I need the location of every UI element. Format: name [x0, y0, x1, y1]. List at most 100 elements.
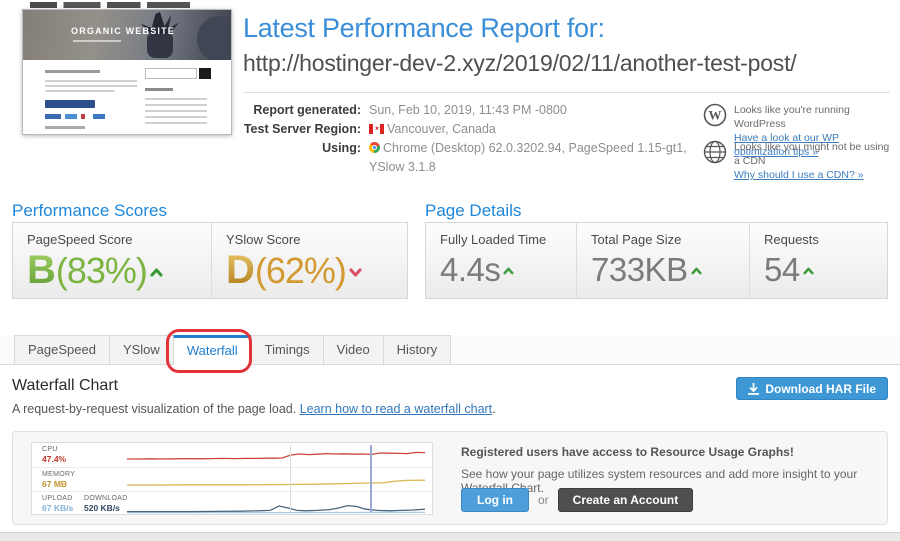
network-sparkline	[127, 494, 425, 514]
wp-tips-link[interactable]: Have a look at our WP optimization tips …	[734, 132, 840, 158]
memory-sparkline	[127, 470, 425, 490]
performance-scores-heading: Performance Scores	[12, 201, 167, 220]
thumb-text-line	[45, 85, 137, 87]
plant-pot	[147, 34, 173, 58]
meta-row-generated: Report generated: Sun, Feb 10, 2019, 11:…	[243, 101, 693, 120]
thumb-sidebar-line	[145, 116, 207, 118]
tab-timings[interactable]: Timings	[250, 335, 323, 364]
thumb-post-title-bar	[45, 70, 100, 73]
plant-silhouette	[197, 16, 231, 60]
thumb-text-line	[45, 80, 137, 82]
create-account-button[interactable]: Create an Account	[557, 488, 694, 512]
meta-row-region: Test Server Region: Vancouver, Canada	[243, 120, 693, 139]
thumb-sidebar-line	[145, 110, 207, 112]
trend-up-icon	[691, 267, 702, 275]
memory-graph-row: MEMORY 67 MB	[32, 467, 432, 491]
waterfall-chart-heading: Waterfall Chart	[12, 377, 119, 394]
report-tabbar: PageSpeed YSlow Waterfall Timings Video …	[0, 335, 900, 365]
yslow-score-value: D(62%)	[226, 248, 407, 293]
score-label: PageSpeed Score	[27, 232, 133, 247]
total-page-size-value: 733KB	[591, 251, 749, 289]
fully-loaded-time-cell: Fully Loaded Time 4.4s	[426, 223, 576, 298]
detail-label: Fully Loaded Time	[440, 232, 547, 247]
report-url: http://hostinger-dev-2.xyz/2019/02/11/an…	[243, 50, 797, 76]
waterfall-description: A request-by-request visualization of th…	[12, 402, 496, 416]
thumb-search-input	[145, 68, 197, 79]
download-har-button[interactable]: Download HAR File	[736, 377, 888, 400]
cpu-graph-row: CPU 47.4%	[32, 443, 432, 467]
wordpress-notice: W Looks like you're running WordPress Ha…	[703, 103, 895, 159]
chrome-icon	[369, 142, 380, 153]
detail-label: Requests	[764, 232, 819, 247]
site-screenshot-thumbnail[interactable]: ORGANIC WEBSITE	[22, 9, 232, 135]
canada-flag-icon	[369, 124, 384, 134]
thumb-sidebar-line	[145, 98, 207, 100]
trend-up-icon	[803, 267, 814, 275]
registered-users-headline: Registered users have access to Resource…	[461, 445, 794, 459]
meta-row-using: Using: Chrome (Desktop) 62.0.3202.94, Pa…	[243, 139, 693, 177]
tab-history[interactable]: History	[382, 335, 452, 364]
download-label: DOWNLOAD	[84, 495, 128, 502]
cpu-label: CPU	[42, 446, 58, 453]
resource-usage-panel: CPU 47.4% MEMORY 67 MB UPLOAD 67 KB/s DO…	[12, 431, 888, 525]
globe-icon	[703, 140, 727, 164]
thumb-sidebar-line	[145, 122, 207, 124]
thumb-sidebar-line	[145, 104, 207, 106]
graph-marker-line	[370, 445, 372, 512]
requests-value: 54	[764, 251, 887, 289]
thumb-search-button	[199, 68, 211, 79]
page-details-panel: Fully Loaded Time 4.4s Total Page Size 7…	[425, 222, 888, 299]
trend-up-icon	[150, 268, 163, 277]
thumb-share-badge	[93, 114, 105, 119]
notice-text: Looks like you're running WordPress Have…	[734, 104, 850, 158]
tab-pagespeed[interactable]: PageSpeed	[14, 335, 109, 364]
tab-yslow[interactable]: YSlow	[108, 335, 173, 364]
download-value: 520 KB/s	[84, 503, 120, 513]
thumbnail-site-tagline-bar	[73, 40, 121, 42]
trend-down-icon	[349, 268, 362, 277]
tab-waterfall[interactable]: Waterfall	[172, 335, 251, 365]
page-title: Latest Performance Report for:	[243, 13, 605, 43]
trend-up-icon	[503, 267, 514, 275]
score-label: YSlow Score	[226, 232, 301, 247]
memory-label: MEMORY	[42, 471, 76, 478]
page-details-heading: Page Details	[425, 201, 522, 220]
thumb-text-line	[45, 90, 115, 92]
resource-graph-preview: CPU 47.4% MEMORY 67 MB UPLOAD 67 KB/s DO…	[31, 442, 433, 515]
thumb-button	[45, 100, 95, 108]
thumb-share-badge	[81, 114, 85, 119]
meta-value: Sun, Feb 10, 2019, 11:43 PM -0800	[369, 103, 567, 117]
tab-video[interactable]: Video	[322, 335, 383, 364]
or-text: or	[538, 493, 549, 507]
upload-label: UPLOAD	[42, 495, 73, 502]
meta-label: Test Server Region:	[243, 122, 361, 136]
cdn-notice: Looks like you might not be using a CDN …	[703, 140, 895, 182]
wordpress-icon: W	[703, 103, 727, 127]
thumb-share-badge	[65, 114, 77, 119]
meta-value: Vancouver, Canada	[369, 120, 693, 139]
thumb-sidebar-heading-bar	[145, 88, 173, 91]
download-icon	[748, 382, 760, 395]
meta-label: Using:	[322, 141, 361, 155]
total-page-size-cell: Total Page Size 733KB	[576, 223, 749, 298]
thumb-share-badge	[45, 114, 61, 119]
yslow-score-cell: YSlow Score D(62%)	[211, 223, 407, 298]
detail-label: Total Page Size	[591, 232, 682, 247]
waterfall-help-link[interactable]: Learn how to read a waterfall chart	[299, 402, 493, 416]
notice-text: Looks like you might not be using a CDN …	[734, 141, 890, 181]
header-divider	[243, 92, 890, 93]
pagespeed-score-value: B(83%)	[27, 248, 211, 293]
upload-value: 67 KB/s	[42, 503, 74, 513]
meta-label: Report generated:	[253, 103, 361, 117]
cropped-top-bar	[30, 2, 190, 8]
page-bottom-strip	[0, 532, 900, 541]
log-in-button[interactable]: Log in	[461, 488, 529, 512]
fully-loaded-time-value: 4.4s	[440, 251, 576, 289]
cdn-link[interactable]: Why should I use a CDN? »	[734, 169, 864, 181]
meta-value: Chrome (Desktop) 62.0.3202.94, PageSpeed…	[369, 141, 687, 174]
thumbnail-hero-image: ORGANIC WEBSITE	[23, 10, 231, 60]
pagespeed-score-cell: PageSpeed Score B(83%)	[13, 223, 211, 298]
resource-panel-actions: Log in or Create an Account	[461, 488, 694, 512]
memory-value: 67 MB	[42, 479, 68, 489]
svg-text:W: W	[709, 108, 722, 123]
